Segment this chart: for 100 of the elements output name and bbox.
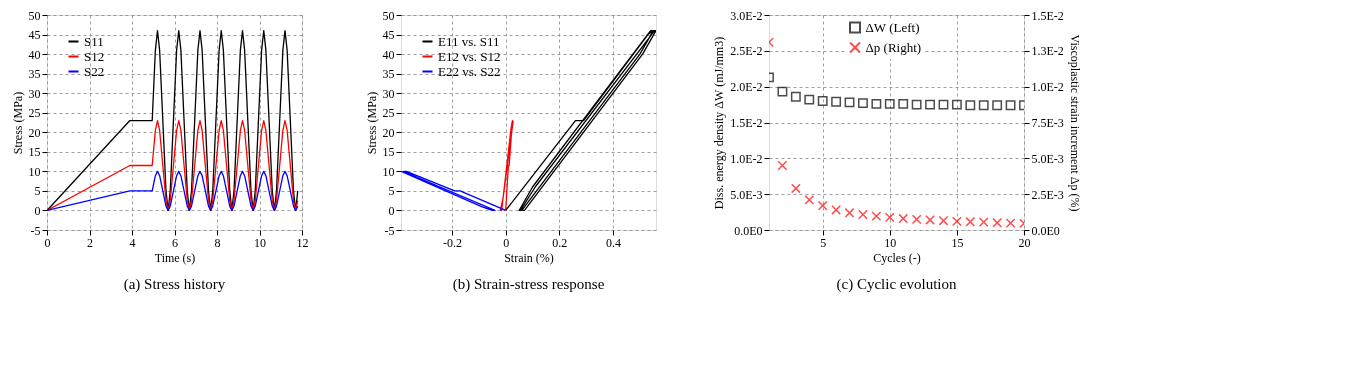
legend-label: E22 vs. S22 xyxy=(438,63,501,79)
x-axis-title: Cycles (-) xyxy=(873,250,921,265)
y-tick-label: 2.0E-2 xyxy=(730,80,763,95)
x-tick-label: 6 xyxy=(172,235,178,250)
point xyxy=(925,99,935,110)
y-tick-label: 3.0E-2 xyxy=(730,8,763,23)
y-tick-label: 50 xyxy=(382,8,395,23)
x-tick-label: 12 xyxy=(296,235,309,250)
point xyxy=(871,98,882,109)
point xyxy=(911,214,922,225)
x-tick-label: 15 xyxy=(951,235,964,250)
y-axis-title: Stress (MPa) xyxy=(10,91,25,155)
point xyxy=(951,99,962,110)
x-tick-label: 5 xyxy=(820,235,827,250)
point xyxy=(951,216,962,227)
x-tick-label: 4 xyxy=(129,235,136,250)
point xyxy=(898,213,909,224)
y-tick-label: 50 xyxy=(28,8,41,23)
point xyxy=(817,96,828,106)
y2-tick-label: 1.0E-2 xyxy=(1031,80,1064,95)
point xyxy=(898,98,909,109)
point xyxy=(790,91,801,102)
point xyxy=(858,209,868,220)
point xyxy=(1005,218,1016,229)
y-tick-label: 30 xyxy=(28,86,41,101)
y-tick-label: 20 xyxy=(28,125,41,140)
y-tick-label: -5 xyxy=(30,223,41,238)
point xyxy=(804,94,815,105)
point xyxy=(858,98,868,109)
line-series xyxy=(47,119,299,212)
x-tick-label: 0 xyxy=(44,235,51,250)
y-tick-label: 15 xyxy=(28,145,41,160)
y-tick-label: -5 xyxy=(384,223,395,238)
x-axis-title: Time (s) xyxy=(154,250,196,265)
y2-tick-label: 1.5E-2 xyxy=(1031,8,1064,23)
point xyxy=(817,200,828,211)
legend-label: ΔW (Left) xyxy=(865,19,920,35)
y-tick-label: 0.0E0 xyxy=(734,223,763,238)
point xyxy=(992,100,1003,111)
y-tick-label: 20 xyxy=(382,125,395,140)
text: (a) Stress history xyxy=(123,276,226,293)
y2-tick-label: 0.0E0 xyxy=(1031,223,1060,238)
point xyxy=(978,217,989,228)
legend-label: E12 vs. S12 xyxy=(438,48,501,64)
x-tick-label: 20 xyxy=(1018,235,1031,250)
y-tick-label: 25 xyxy=(382,106,395,121)
y-tick-label: 25 xyxy=(28,106,41,121)
point xyxy=(938,215,949,226)
y-axis-title: Stress (MPa) xyxy=(364,91,379,155)
y-tick-label: 10 xyxy=(382,164,395,179)
point xyxy=(884,98,895,109)
point xyxy=(965,100,976,111)
y2-tick-label: 2.5E-3 xyxy=(1031,187,1064,202)
x-tick-label: 10 xyxy=(254,235,266,250)
point xyxy=(790,183,801,194)
x-tick-label: 0.2 xyxy=(552,235,568,250)
line-series xyxy=(499,119,514,212)
x-tick-label: 0 xyxy=(503,235,510,250)
y-tick-label: 30 xyxy=(382,86,395,101)
point xyxy=(965,216,976,227)
x-axis-title: Strain (%) xyxy=(504,250,554,265)
y-tick-label: 45 xyxy=(382,28,395,43)
y-tick-label: 40 xyxy=(382,47,395,62)
y-tick-label: 15 xyxy=(382,145,395,160)
legend-label: Δp (Right) xyxy=(865,39,922,55)
line-series xyxy=(505,29,656,212)
point xyxy=(938,99,949,110)
x-tick-label: 8 xyxy=(214,235,221,250)
y-tick-label: 1.5E-2 xyxy=(730,116,763,130)
point xyxy=(777,86,788,97)
legend-label: S11 xyxy=(84,33,104,49)
point xyxy=(844,207,855,218)
y2-tick-label: 7.5E-3 xyxy=(1031,116,1064,130)
x-tick-label: 10 xyxy=(884,235,897,250)
y-tick-label: 2.5E-2 xyxy=(730,44,763,59)
y2-tick-label: 1.3E-2 xyxy=(1031,44,1064,59)
y-tick-label: 35 xyxy=(382,67,395,82)
legend-label: E11 vs. S11 xyxy=(438,33,500,49)
y-axis-title: Diss. energy density ΔW (mJ/mm3) xyxy=(712,36,727,210)
y-tick-label: 35 xyxy=(28,67,41,82)
line-series xyxy=(401,170,507,212)
y-tick-label: 45 xyxy=(28,28,41,43)
y-tick-label: 1.0E-2 xyxy=(730,151,763,166)
y-tick-label: 0 xyxy=(388,203,395,218)
y2-axis-title: Viscoplastic strain increment Δp (%) xyxy=(1067,34,1082,212)
text: (b) Strain-stress response xyxy=(452,276,605,293)
point xyxy=(978,100,989,111)
point xyxy=(804,194,815,205)
legend-label: S22 xyxy=(84,63,105,79)
y-tick-label: 10 xyxy=(28,164,41,179)
x-tick-label: 2 xyxy=(87,235,93,250)
x-tick-label: 0.4 xyxy=(606,235,622,250)
point xyxy=(925,215,935,225)
y2-tick-label: 5.0E-3 xyxy=(1031,151,1064,166)
y-tick-label: 5 xyxy=(34,184,41,199)
point xyxy=(871,211,882,222)
point xyxy=(992,217,1003,228)
legend-label: S12 xyxy=(84,48,105,64)
point xyxy=(884,212,895,223)
y-tick-label: 5 xyxy=(388,184,395,199)
